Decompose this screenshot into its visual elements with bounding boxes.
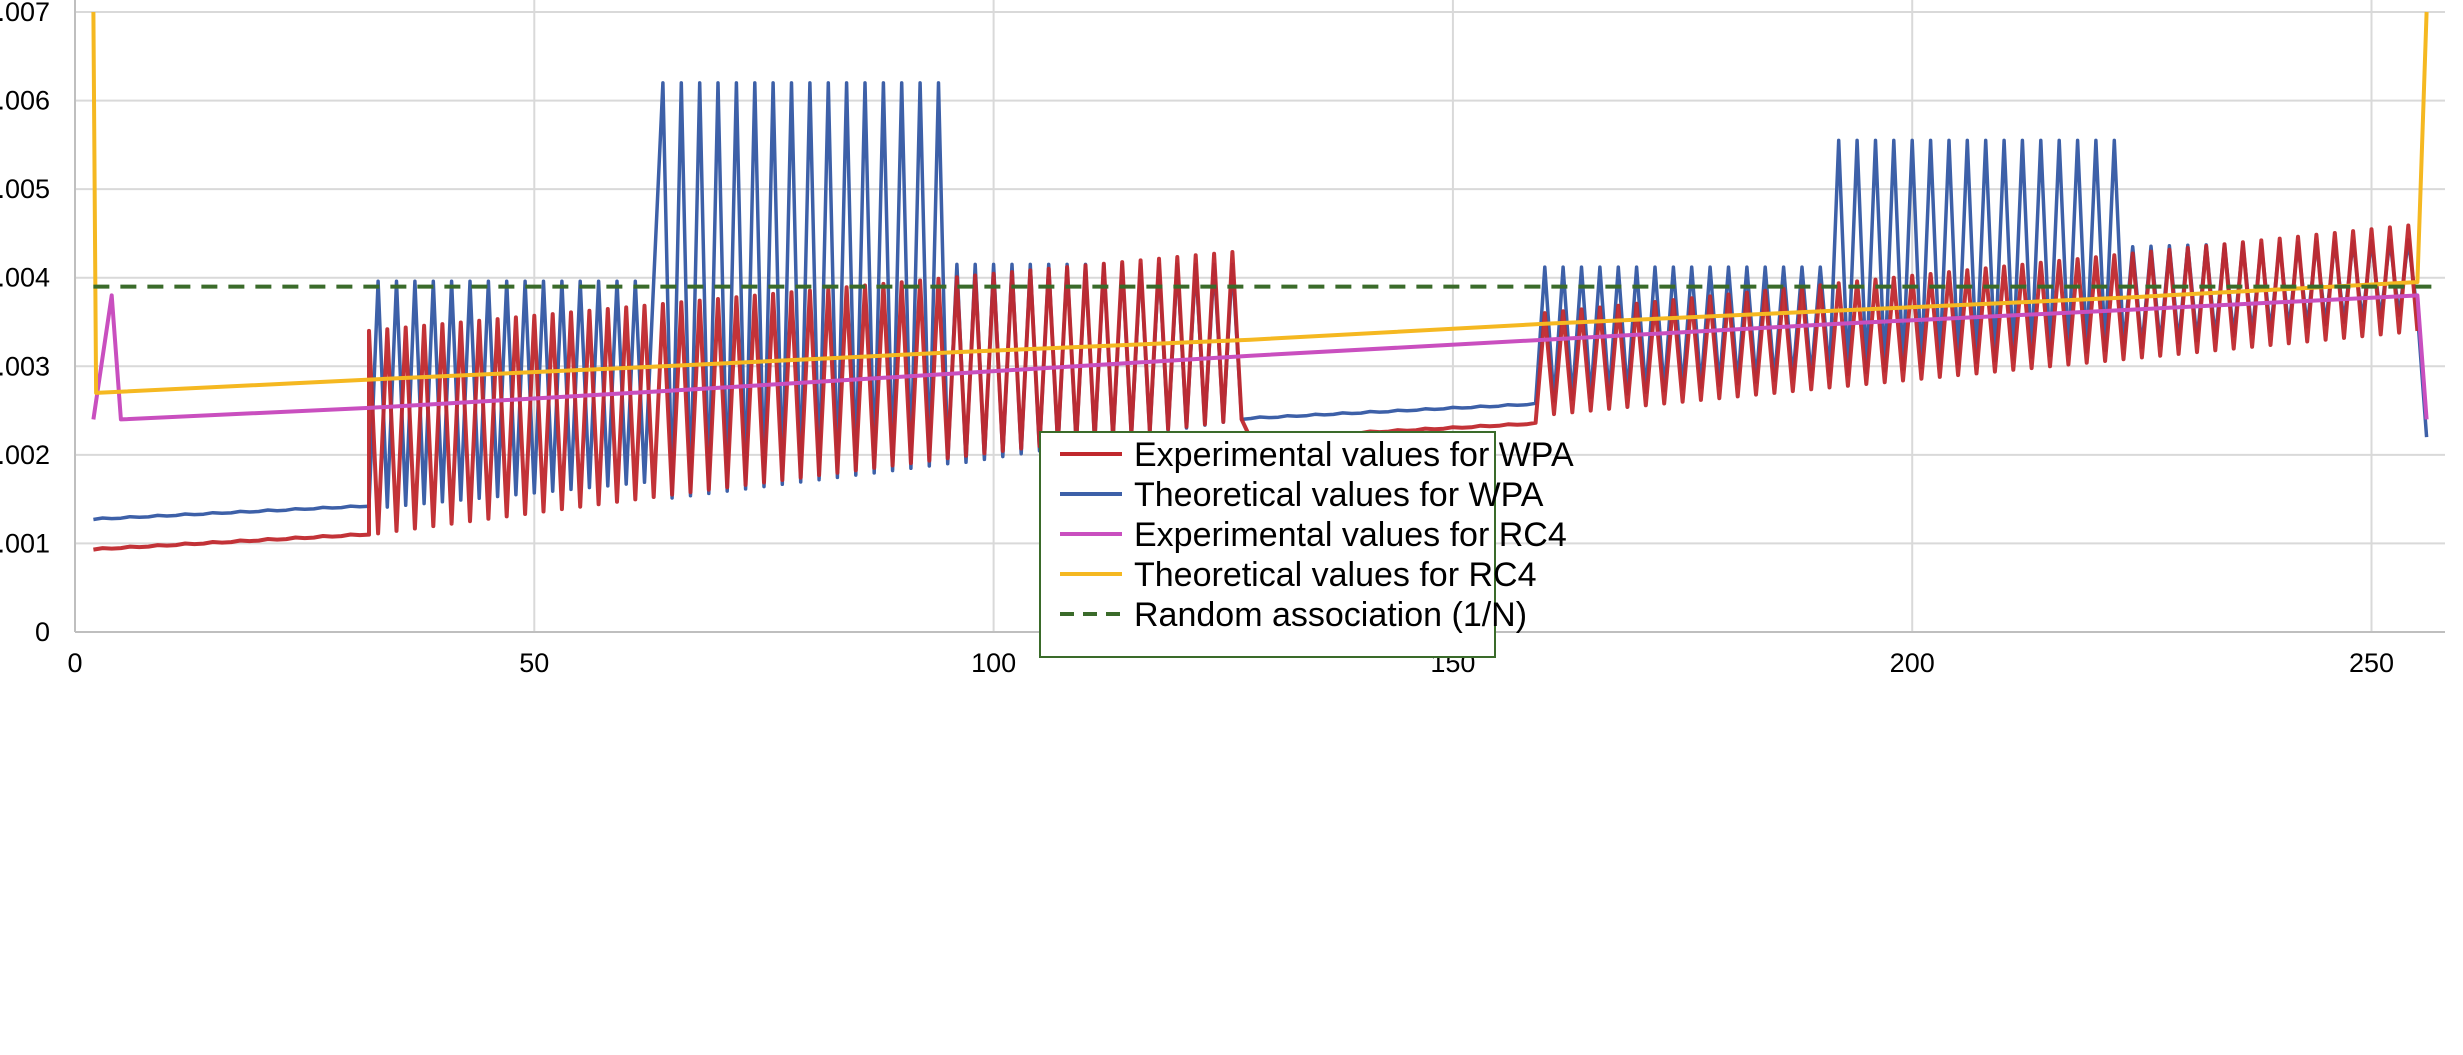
y-tick-label: 0.001 xyxy=(0,528,50,558)
y-tick-label: 0.002 xyxy=(0,440,50,470)
y-tick-label: 0.005 xyxy=(0,174,50,204)
x-tick-label: 50 xyxy=(519,648,549,678)
legend-label: Random association (1/N) xyxy=(1134,596,1527,634)
x-tick-label: 100 xyxy=(971,648,1016,678)
y-tick-label: 0.004 xyxy=(0,263,50,293)
legend-box xyxy=(1039,431,1496,658)
series-line-theoretical-values-for-rc4 xyxy=(91,11,2429,395)
y-tick-label: 0.003 xyxy=(0,351,50,381)
legend-label: Theoretical values for RC4 xyxy=(1134,556,1537,594)
y-tick-label: 0.006 xyxy=(0,86,50,116)
x-tick-label: 0 xyxy=(67,648,82,678)
legend-label: Theoretical values for WPA xyxy=(1134,476,1544,514)
y-tick-label: 0.007 xyxy=(0,0,50,27)
series-line-experimental-values-for-rc4 xyxy=(91,293,2429,422)
x-tick-label: 200 xyxy=(1890,648,1935,678)
y-tick-label: 0 xyxy=(35,617,50,647)
grid-lines xyxy=(75,0,2445,632)
legend-label: Experimental values for RC4 xyxy=(1134,516,1567,554)
legend-label: Experimental values for WPA xyxy=(1134,436,1574,474)
x-tick-label: 250 xyxy=(2349,648,2394,678)
